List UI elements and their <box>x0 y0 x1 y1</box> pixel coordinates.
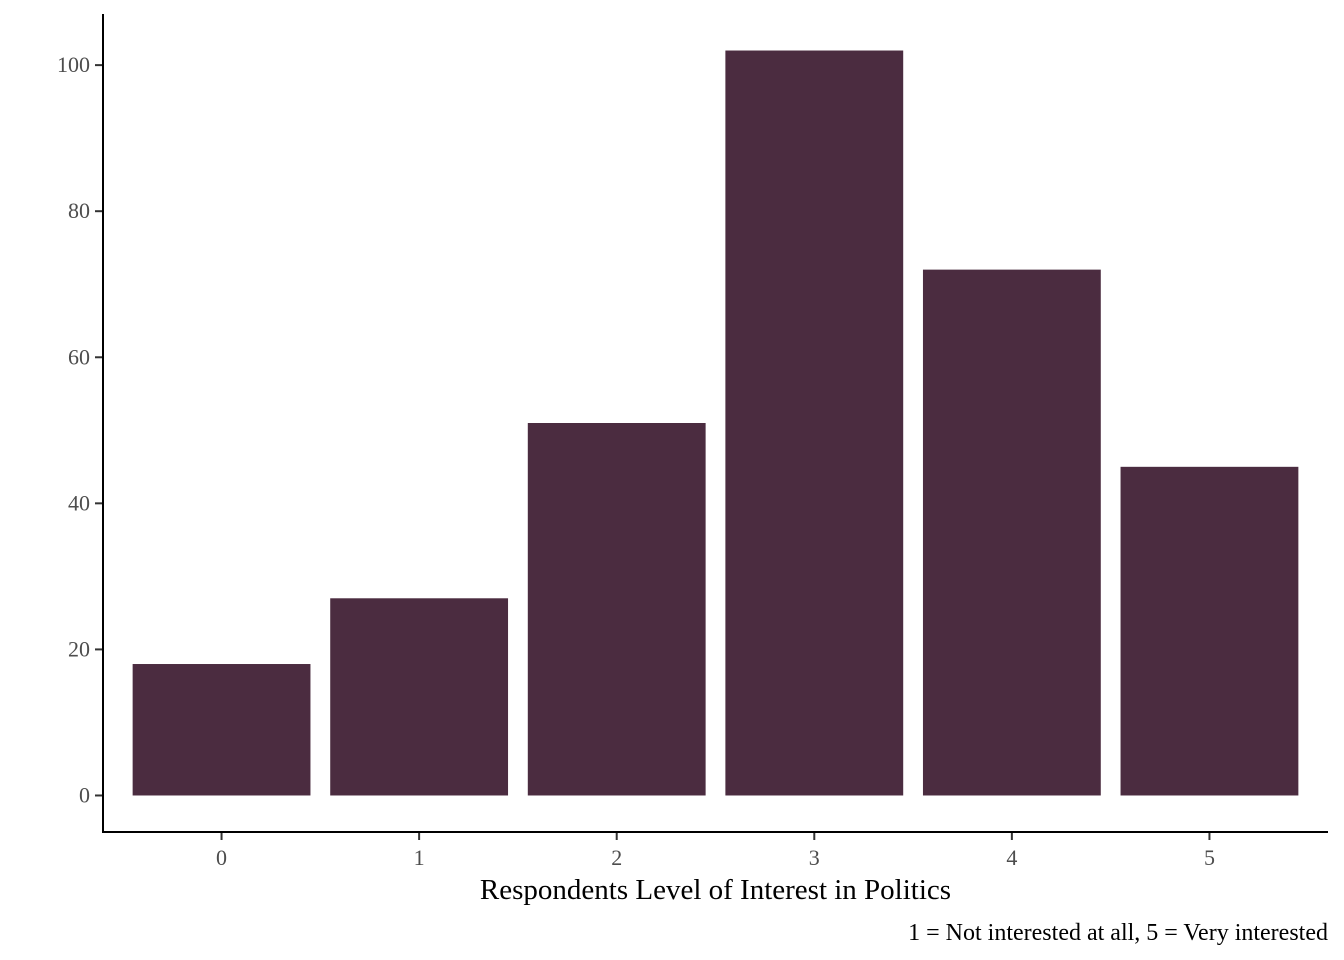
chart-caption: 1 = Not interested at all, 5 = Very inte… <box>908 920 1328 946</box>
y-tick-label-60: 60 <box>68 344 90 369</box>
bar-5 <box>1120 466 1299 796</box>
y-tick-label-40: 40 <box>68 490 90 515</box>
bar-2 <box>527 423 706 796</box>
y-tick-label-0: 0 <box>79 782 90 807</box>
bar-4 <box>922 269 1101 796</box>
x-tick-label-0: 0 <box>216 845 227 870</box>
x-tick-label-1: 1 <box>414 845 425 870</box>
x-tick-label-2: 2 <box>611 845 622 870</box>
x-axis-ticks: 0 1 2 3 4 5 <box>216 832 1215 870</box>
y-tick-label-100: 100 <box>57 52 90 77</box>
y-tick-label-20: 20 <box>68 636 90 661</box>
y-axis-ticks: 0 20 40 60 80 100 <box>57 52 103 807</box>
x-tick-label-4: 4 <box>1006 845 1017 870</box>
x-tick-label-3: 3 <box>809 845 820 870</box>
y-tick-label-80: 80 <box>68 198 90 223</box>
bar-1 <box>330 598 509 796</box>
bars-group <box>132 50 1299 796</box>
bar-3 <box>725 50 904 796</box>
bar-0 <box>132 664 311 796</box>
x-tick-label-5: 5 <box>1204 845 1215 870</box>
x-axis-title: Respondents Level of Interest in Politic… <box>480 874 951 906</box>
